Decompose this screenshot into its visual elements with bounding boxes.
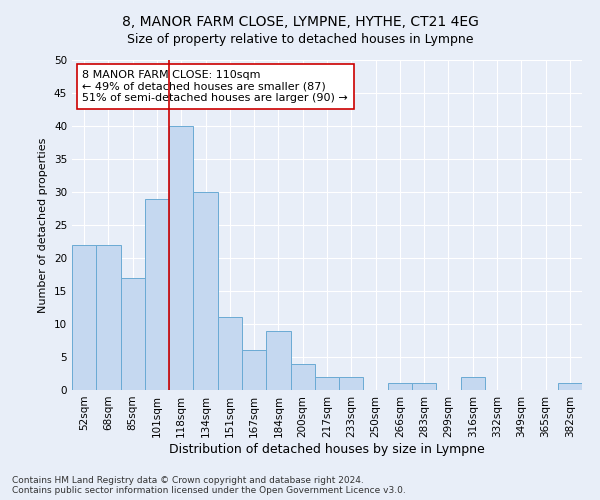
Bar (72, 245, 96, 390)
Bar (339, 377, 364, 390)
Bar (96, 245, 121, 390)
Bar (169, 126, 193, 390)
X-axis label: Distribution of detached houses by size in Lympne: Distribution of detached houses by size … (169, 442, 485, 456)
Bar (242, 350, 266, 390)
Y-axis label: Number of detached properties: Number of detached properties (38, 138, 49, 312)
Bar (218, 318, 242, 390)
Bar (121, 278, 145, 390)
Text: Size of property relative to detached houses in Lympne: Size of property relative to detached ho… (127, 32, 473, 46)
Bar (412, 384, 436, 390)
Text: 8, MANOR FARM CLOSE, LYMPNE, HYTHE, CT21 4EG: 8, MANOR FARM CLOSE, LYMPNE, HYTHE, CT21… (122, 15, 478, 29)
Text: 8 MANOR FARM CLOSE: 110sqm
← 49% of detached houses are smaller (87)
51% of semi: 8 MANOR FARM CLOSE: 110sqm ← 49% of deta… (82, 70, 348, 103)
Bar (461, 377, 485, 390)
Bar (290, 364, 315, 390)
Bar (388, 384, 412, 390)
Bar (315, 377, 339, 390)
Bar (145, 198, 169, 390)
Bar (266, 330, 290, 390)
Bar (193, 192, 218, 390)
Bar (558, 384, 582, 390)
Text: Contains HM Land Registry data © Crown copyright and database right 2024.
Contai: Contains HM Land Registry data © Crown c… (12, 476, 406, 495)
